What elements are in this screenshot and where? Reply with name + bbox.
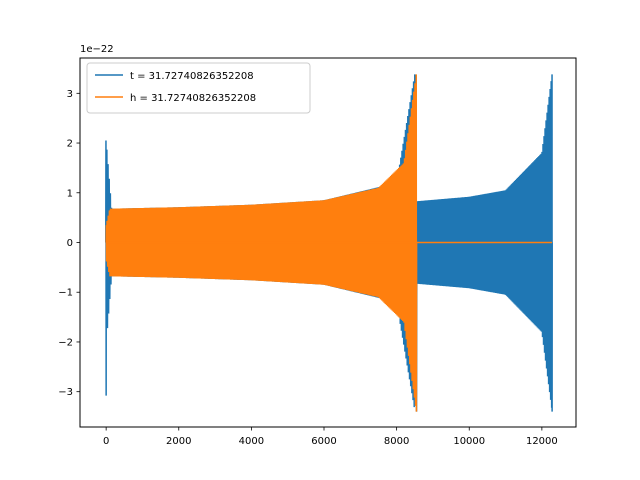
y-tick-label: −2 — [58, 337, 73, 348]
y-tick-label: 2 — [67, 139, 73, 150]
x-tick-label: 2000 — [166, 436, 191, 447]
plot-area — [105, 74, 553, 412]
legend-label-h: h = 31.72740826352208 — [130, 93, 256, 104]
y-tick-label: 1 — [67, 188, 73, 199]
x-tick-label: 4000 — [239, 436, 264, 447]
x-tick-label: 12000 — [526, 436, 558, 447]
x-tick-label: 6000 — [311, 436, 336, 447]
y-offset-label: 1e−22 — [80, 44, 114, 55]
x-tick-label: 10000 — [453, 436, 485, 447]
legend-label-t: t = 31.72740826352208 — [130, 71, 254, 82]
y-tick-label: 0 — [67, 238, 73, 249]
y-tick-label: 3 — [67, 89, 73, 100]
legend-box — [86, 62, 311, 114]
y-axis: 3 2 1 0 −1 −2 −3 — [58, 89, 80, 398]
y-tick-label: −3 — [58, 387, 73, 398]
x-tick-label: 8000 — [384, 436, 409, 447]
legend: t = 31.72740826352208 h = 31.72740826352… — [86, 62, 311, 114]
x-axis: 0 2000 4000 6000 8000 10000 12000 — [103, 427, 558, 447]
x-tick-label: 0 — [103, 436, 109, 447]
series-line-h — [105, 74, 553, 412]
y-tick-label: −1 — [58, 288, 73, 299]
